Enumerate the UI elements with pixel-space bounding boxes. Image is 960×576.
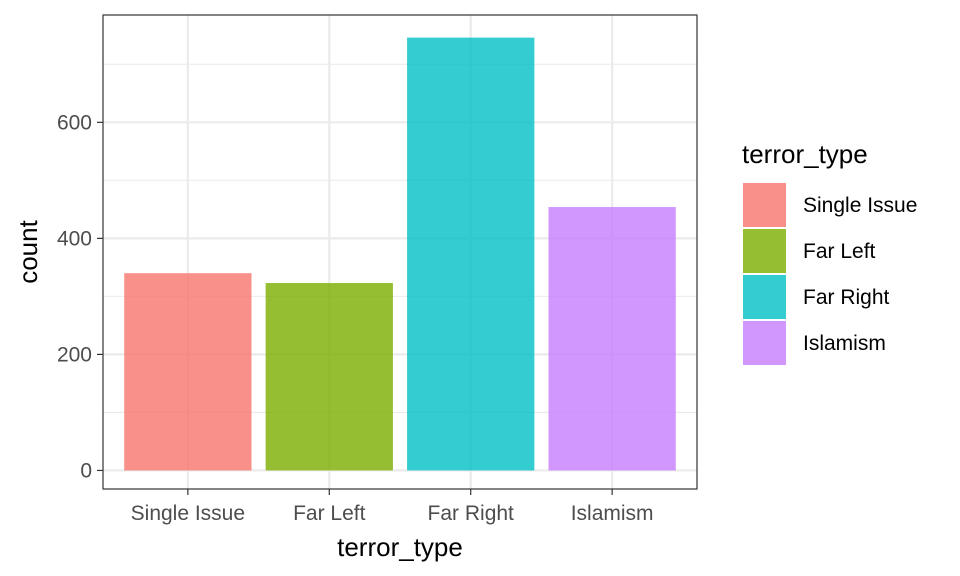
x-tick-label: Islamism [571,502,654,525]
legend-key-far-right [743,275,786,319]
bar-far-right [407,37,535,471]
x-tick-label: Far Right [428,502,515,525]
y-tick-label: 200 [57,343,92,366]
bars [124,37,676,471]
x-tick-label: Single Issue [131,502,245,525]
legend-label: Islamism [803,332,886,355]
x-axis-ticks: Single Issue Far Left Far Right Islamism [131,489,654,525]
bar-islamism [548,207,676,471]
bar-single-issue [124,273,252,471]
y-axis-title: count [13,219,43,283]
x-axis-title: terror_type [337,532,463,562]
y-axis-ticks: 0 200 400 600 [57,111,103,482]
legend: terror_type Single Issue Far Left Far Righ… [742,139,917,365]
legend-label: Far Left [803,240,876,263]
y-tick-label: 400 [57,227,92,250]
legend-label: Single Issue [803,194,917,217]
legend-key-islamism [743,321,786,365]
legend-key-far-left [743,229,786,273]
y-tick-label: 0 [80,459,92,482]
x-tick-label: Far Left [293,502,366,525]
legend-title: terror_type [742,139,868,169]
panel-border [102,14,698,490]
legend-label: Far Right [803,286,890,309]
y-tick-label: 600 [57,111,92,134]
legend-key-single-issue [743,183,786,227]
bar-far-left [265,283,393,471]
